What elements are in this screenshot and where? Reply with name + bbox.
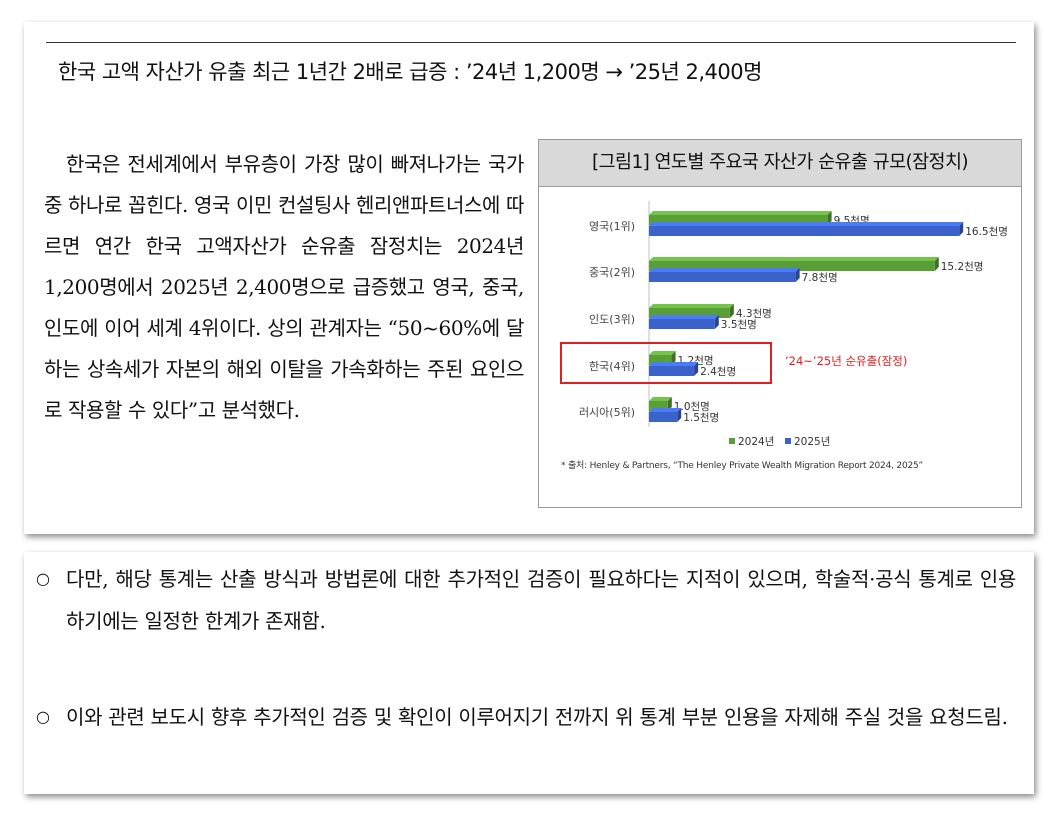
bar-side-face — [795, 268, 800, 282]
highlight-box — [560, 342, 772, 384]
data-label: 7.8천명 — [802, 272, 838, 284]
bar-side-face — [667, 397, 672, 411]
top-rule — [46, 42, 1016, 43]
chart-figure: [그림1] 연도별 주요국 자산가 순유출 규모(잠정치) 영국(1위) 9.5천… — [538, 139, 1022, 508]
bar-top-face — [649, 222, 964, 226]
highlight-annotation: ’24~’25년 순유출(잠정) — [785, 354, 907, 368]
bar-side-face — [677, 408, 682, 422]
body-paragraph: 한국은 전세계에서 부유층이 가장 많이 빠져나가는 국가 중 하나로 꼽힌다.… — [44, 144, 524, 431]
headline: 한국 고액 자산가 유출 최근 1년간 2배로 급증 : ’24년 1,200명… — [58, 60, 762, 84]
bar-side-face — [959, 222, 964, 236]
body-paragraph-text: 한국은 전세계에서 부유층이 가장 많이 빠져나가는 국가 중 하나로 꼽힌다.… — [44, 152, 524, 422]
bar-side-face — [827, 211, 832, 225]
data-label: 1.5천명 — [683, 412, 719, 424]
figure-source: * 출처: Henley & Partners, “The Henley Pri… — [561, 461, 923, 471]
bar-2025 — [649, 366, 695, 376]
category-label: 인도(3위) — [589, 313, 635, 326]
bar-top-face — [649, 257, 939, 261]
category-label: 중국(2위) — [589, 266, 635, 279]
data-label: 4.3천명 — [736, 308, 772, 320]
bar-side-face — [694, 362, 699, 376]
bar-2024 — [649, 215, 828, 225]
bar-top-face — [649, 397, 672, 401]
bar-2024 — [649, 261, 935, 271]
note-text-2: 이와 관련 보도시 향후 추가적인 검증 및 확인이 이루어지기 전까지 위 통… — [66, 705, 1008, 729]
bullet-circle-icon: ○ — [36, 707, 50, 726]
data-label: 15.2천명 — [941, 261, 984, 273]
note-text-1: 다만, 해당 통계는 산출 방식과 방법론에 대한 추가적인 검증이 필요하다는… — [66, 567, 1016, 633]
data-label: 1.0천명 — [674, 401, 710, 413]
bar-2025 — [649, 272, 796, 282]
bar-top-face — [649, 268, 800, 272]
notes-panel: ○ 다만, 해당 통계는 산출 방식과 방법론에 대한 추가적인 검증이 필요하… — [24, 552, 1034, 794]
bar-2025 — [649, 319, 715, 329]
bar-side-face — [934, 257, 939, 271]
bar-side-face — [729, 304, 734, 318]
bar-side-face — [671, 351, 676, 365]
bar-top-face — [649, 211, 832, 215]
legend-label: 2024년 — [738, 436, 774, 448]
bar-side-face — [714, 315, 719, 329]
legend-swatch — [729, 438, 735, 444]
bar-top-face — [649, 362, 699, 366]
data-label: 3.5천명 — [721, 319, 757, 331]
category-label: 한국(4위) — [589, 360, 635, 373]
bar-2024 — [649, 308, 730, 318]
bar-2025 — [649, 412, 678, 422]
legend-swatch — [785, 438, 791, 444]
legend-label: 2025년 — [794, 436, 830, 448]
note-item-2: ○ 이와 관련 보도시 향후 추가적인 검증 및 확인이 이루어지기 전까지 위… — [36, 696, 1016, 738]
bar-top-face — [649, 351, 676, 355]
bar-2024 — [649, 355, 672, 365]
bullet-circle-icon: ○ — [36, 569, 50, 588]
figure-title: [그림1] 연도별 주요국 자산가 순유출 규모(잠정치) — [539, 140, 1021, 187]
bar-2025 — [649, 226, 960, 236]
bar-top-face — [649, 304, 734, 308]
category-label: 러시아(5위) — [579, 406, 635, 419]
note-item-1: ○ 다만, 해당 통계는 산출 방식과 방법론에 대한 추가적인 검증이 필요하… — [36, 558, 1016, 642]
bar-2024 — [649, 401, 668, 411]
data-label: 16.5천명 — [965, 226, 1008, 238]
bar-top-face — [649, 315, 719, 319]
data-label: 2.4천명 — [700, 366, 736, 378]
category-label: 영국(1위) — [589, 220, 635, 233]
article-panel: 한국 고액 자산가 유출 최근 1년간 2배로 급증 : ’24년 1,200명… — [24, 22, 1034, 534]
bar-top-face — [649, 408, 682, 412]
